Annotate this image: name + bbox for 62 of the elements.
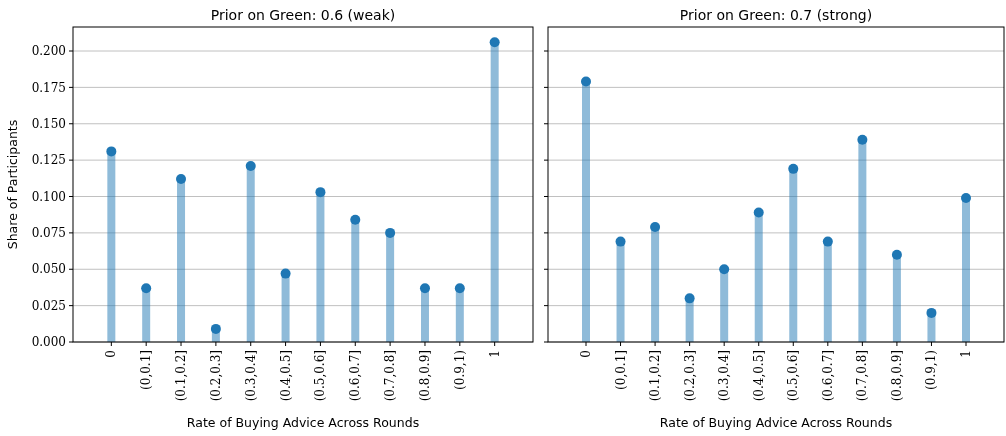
x-tick-label: (0.4,0.5] bbox=[278, 350, 293, 402]
x-tick-label: (0.1,0.2] bbox=[174, 350, 189, 402]
point bbox=[106, 146, 117, 157]
y-tick-label: 0.000 bbox=[31, 335, 66, 350]
point bbox=[961, 192, 971, 203]
x-tick-label: (0.5,0.6] bbox=[313, 350, 328, 402]
chart-title: Prior on Green: 0.7 (strong) bbox=[679, 7, 873, 23]
x-tick-label: (0.3,0.4] bbox=[243, 350, 258, 402]
x-tick-label: 1 bbox=[487, 350, 502, 358]
x-tick-label: (0.7,0.8] bbox=[855, 350, 870, 402]
x-tick-label: (0.9,1) bbox=[452, 350, 467, 390]
point bbox=[753, 207, 764, 218]
point bbox=[245, 160, 256, 171]
y-axis-title: Share of Participants bbox=[5, 119, 20, 250]
x-tick-label: (0,0.1] bbox=[613, 350, 628, 390]
point bbox=[141, 283, 152, 294]
point bbox=[857, 134, 868, 145]
x-tick-label: (0.4,0.5] bbox=[751, 350, 766, 402]
x-tick-label: (0.8,0.9] bbox=[889, 350, 904, 402]
point bbox=[385, 227, 396, 238]
point bbox=[822, 236, 833, 247]
point bbox=[615, 236, 626, 247]
point bbox=[350, 214, 361, 225]
point bbox=[419, 283, 430, 294]
x-tick-label: (0.2,0.3] bbox=[208, 350, 223, 402]
chart-title: Prior on Green: 0.6 (weak) bbox=[210, 7, 396, 23]
y-tick-label: 0.075 bbox=[31, 226, 66, 241]
y-tick-label: 0.175 bbox=[31, 80, 66, 95]
x-tick-label: (0.6,0.7] bbox=[820, 350, 835, 402]
x-tick-label: (0.3,0.4] bbox=[717, 350, 732, 402]
x-tick-label: (0.2,0.3] bbox=[682, 350, 697, 402]
point bbox=[684, 293, 695, 304]
x-tick-label: (0,0.1] bbox=[139, 350, 154, 390]
point bbox=[926, 307, 937, 318]
x-axis-title: Rate of Buying Advice Across Rounds bbox=[659, 415, 893, 430]
x-tick-label: (0.6,0.7] bbox=[348, 350, 363, 402]
point bbox=[280, 268, 291, 279]
x-tick-label: 0 bbox=[579, 350, 593, 358]
y-tick-label: 0.100 bbox=[31, 189, 66, 204]
x-tick-label: (0.1,0.2] bbox=[648, 350, 663, 402]
x-tick-label: 0 bbox=[104, 350, 119, 358]
y-tick-label: 0.050 bbox=[31, 262, 66, 277]
point bbox=[315, 187, 326, 198]
x-axis-title: Rate of Buying Advice Across Rounds bbox=[186, 415, 420, 430]
point bbox=[210, 323, 221, 334]
y-tick-label: 0.150 bbox=[31, 116, 66, 131]
y-tick-label: 0.025 bbox=[31, 298, 66, 313]
point bbox=[788, 163, 799, 174]
x-tick-label: (0.7,0.8] bbox=[383, 350, 398, 402]
point bbox=[489, 37, 500, 48]
point bbox=[176, 174, 187, 185]
y-tick-label: 0.125 bbox=[31, 153, 66, 168]
point bbox=[454, 283, 465, 294]
x-tick-label: (0.5,0.6] bbox=[786, 350, 801, 402]
point bbox=[719, 264, 730, 275]
x-tick-label: 1 bbox=[959, 350, 973, 358]
x-tick-label: (0.8,0.9] bbox=[417, 350, 432, 402]
point bbox=[891, 249, 902, 260]
x-tick-label: (0.9,1) bbox=[924, 350, 939, 390]
point bbox=[581, 76, 591, 87]
point bbox=[650, 222, 661, 233]
y-tick-label: 0.200 bbox=[31, 44, 66, 59]
